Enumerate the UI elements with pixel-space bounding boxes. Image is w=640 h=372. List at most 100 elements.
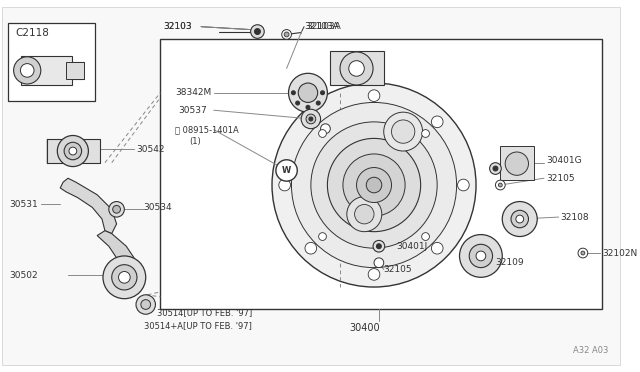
Circle shape: [490, 163, 501, 174]
Circle shape: [384, 112, 422, 151]
Circle shape: [340, 52, 373, 85]
Circle shape: [309, 117, 313, 121]
Circle shape: [109, 202, 124, 217]
Circle shape: [499, 183, 502, 187]
Circle shape: [296, 101, 300, 105]
Circle shape: [305, 116, 317, 128]
Circle shape: [291, 91, 295, 95]
Circle shape: [392, 120, 415, 143]
Circle shape: [495, 180, 505, 190]
Text: 30502: 30502: [10, 271, 38, 280]
Circle shape: [516, 215, 524, 223]
Text: 30401J: 30401J: [396, 242, 428, 251]
Text: 30537: 30537: [178, 106, 207, 115]
Circle shape: [321, 124, 330, 134]
Text: 30542: 30542: [136, 145, 164, 154]
Circle shape: [431, 116, 443, 128]
Text: 32103A: 32103A: [306, 22, 340, 31]
Circle shape: [319, 232, 326, 240]
Circle shape: [316, 101, 320, 105]
Circle shape: [13, 57, 41, 84]
Circle shape: [476, 251, 486, 261]
Circle shape: [103, 256, 146, 299]
Bar: [330, 51, 384, 85]
Text: 38342M: 38342M: [175, 88, 211, 97]
Text: 30531: 30531: [10, 200, 38, 209]
Circle shape: [422, 129, 429, 137]
Text: 32103: 32103: [163, 22, 192, 31]
Circle shape: [343, 154, 405, 216]
Circle shape: [368, 90, 380, 102]
Circle shape: [374, 258, 384, 267]
Bar: [66, 62, 84, 79]
Circle shape: [112, 265, 137, 290]
Circle shape: [328, 138, 420, 232]
Circle shape: [373, 240, 385, 252]
Text: Ⓦ 08915-1401A: Ⓦ 08915-1401A: [175, 125, 239, 134]
Circle shape: [578, 248, 588, 258]
Circle shape: [301, 109, 321, 129]
Circle shape: [321, 91, 324, 95]
Text: 32103: 32103: [163, 22, 192, 31]
Text: 32103A: 32103A: [304, 22, 339, 31]
Polygon shape: [394, 93, 563, 277]
Circle shape: [460, 235, 502, 277]
Circle shape: [356, 167, 392, 202]
Circle shape: [581, 251, 585, 255]
Polygon shape: [97, 231, 134, 266]
Circle shape: [306, 105, 310, 109]
Circle shape: [289, 73, 328, 112]
Text: 30514[UP TO FEB. '97]: 30514[UP TO FEB. '97]: [157, 308, 253, 317]
Text: 30514+A[UP TO FEB. '97]: 30514+A[UP TO FEB. '97]: [144, 321, 252, 330]
Circle shape: [255, 29, 260, 35]
Circle shape: [505, 152, 529, 175]
Polygon shape: [60, 178, 116, 234]
Bar: [160, 39, 602, 310]
Circle shape: [458, 179, 469, 191]
Circle shape: [431, 243, 443, 254]
Circle shape: [502, 202, 537, 237]
Text: C2118: C2118: [15, 28, 49, 38]
Circle shape: [279, 179, 291, 191]
Circle shape: [493, 166, 498, 171]
Circle shape: [349, 61, 364, 76]
Circle shape: [64, 142, 82, 160]
Circle shape: [291, 102, 456, 267]
Circle shape: [272, 83, 476, 287]
Circle shape: [311, 122, 437, 248]
Text: 32102N: 32102N: [602, 248, 637, 257]
Circle shape: [58, 135, 88, 167]
Text: 30534: 30534: [144, 203, 172, 212]
Circle shape: [20, 64, 34, 77]
Bar: [500, 146, 534, 180]
Circle shape: [469, 244, 493, 267]
Bar: [8, 23, 95, 100]
Circle shape: [298, 83, 317, 102]
Circle shape: [251, 25, 264, 38]
Text: A32 A03: A32 A03: [573, 346, 609, 355]
Text: 32105: 32105: [546, 174, 575, 183]
Circle shape: [376, 244, 381, 248]
Circle shape: [113, 205, 120, 213]
Text: 30400: 30400: [349, 323, 380, 333]
Bar: [21, 56, 72, 85]
Circle shape: [276, 160, 297, 181]
Circle shape: [422, 232, 429, 240]
Text: W: W: [282, 166, 291, 175]
Circle shape: [284, 32, 289, 37]
Circle shape: [141, 300, 150, 310]
Text: 30401G: 30401G: [546, 156, 582, 165]
Circle shape: [368, 269, 380, 280]
Text: 32105: 32105: [384, 265, 412, 274]
Text: 32109: 32109: [495, 258, 524, 267]
Circle shape: [118, 272, 130, 283]
Circle shape: [306, 114, 316, 124]
Circle shape: [319, 129, 326, 137]
Circle shape: [136, 295, 156, 314]
Circle shape: [305, 243, 317, 254]
Circle shape: [282, 30, 291, 39]
Circle shape: [511, 210, 529, 228]
Circle shape: [355, 205, 374, 224]
Circle shape: [366, 177, 382, 193]
Text: (1): (1): [189, 137, 201, 146]
